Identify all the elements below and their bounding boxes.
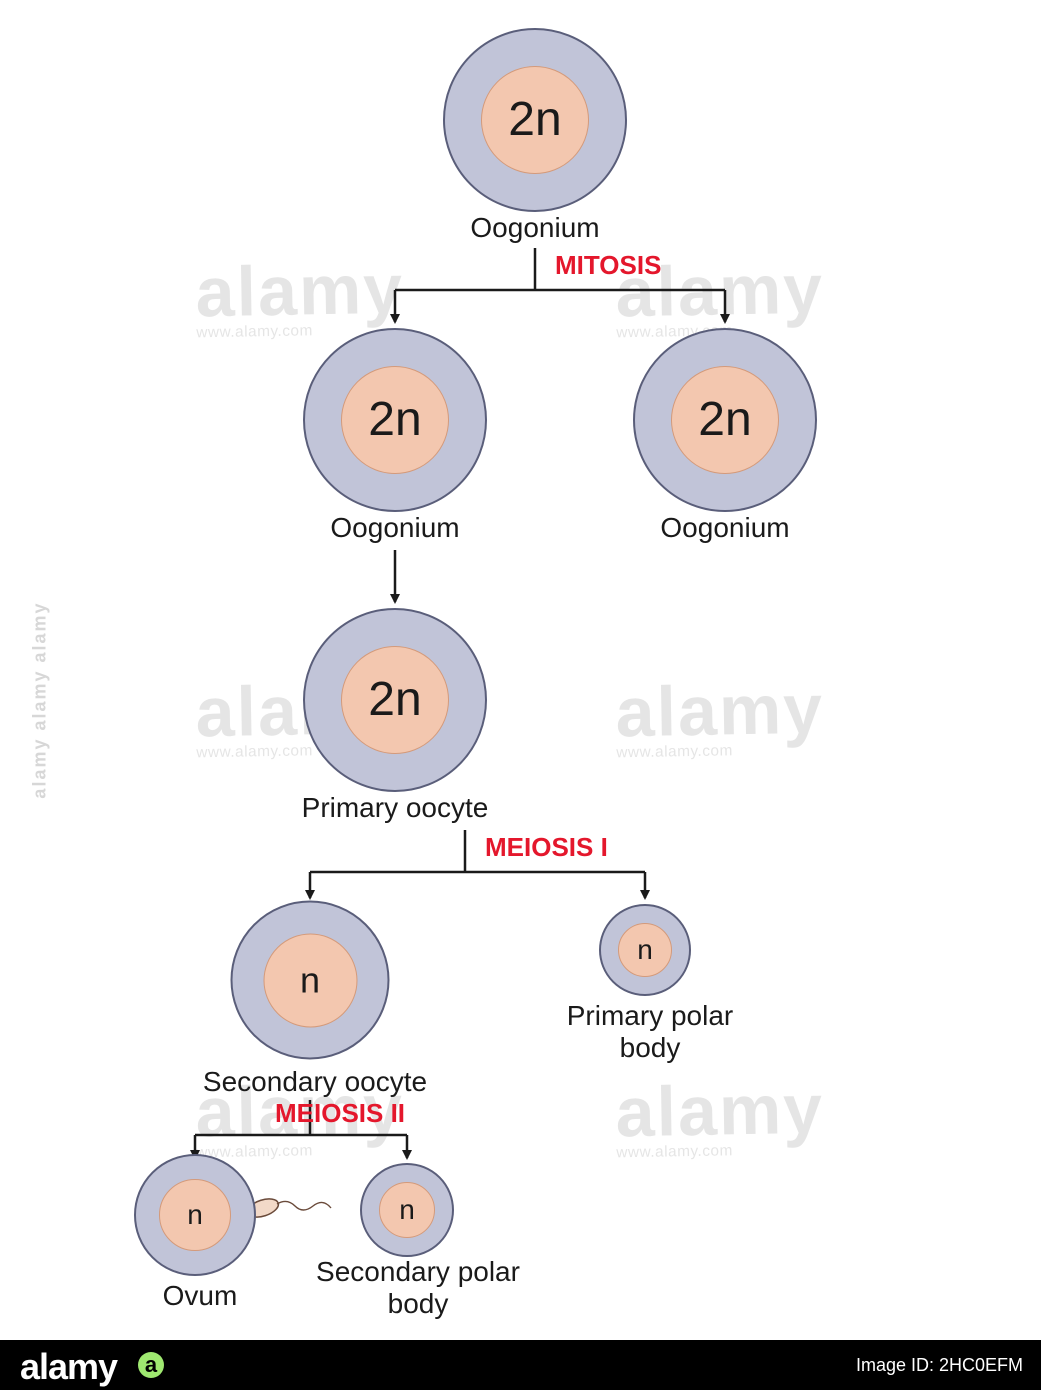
process-meiosis1: MEIOSIS I [485, 832, 608, 863]
ploidy-label: 2n [368, 676, 421, 724]
label-ovum: Ovum [163, 1280, 238, 1312]
ploidy-label: 2n [508, 96, 561, 144]
alamy-logo-text: alamy [20, 1346, 117, 1387]
watermark-stamp: alamywww.alamy.com [615, 678, 825, 763]
process-mitosis: MITOSIS [555, 250, 661, 281]
label-oogonium_right: Oogonium [660, 512, 789, 544]
image-id-text: Image ID: 2HC0EFM [856, 1355, 1023, 1376]
cell-oogonium_top: 2n [443, 28, 627, 212]
watermark-vertical: alamy alamy alamy [30, 601, 51, 798]
cell-inner: n [379, 1182, 435, 1238]
ploidy-label: n [399, 1196, 415, 1224]
cell-inner: 2n [341, 366, 449, 474]
alamy-logo: alamy [20, 1346, 117, 1388]
ploidy-label: n [187, 1201, 203, 1229]
cell-secondary_oocyte: n [231, 901, 390, 1060]
ploidy-label: n [300, 962, 320, 998]
label-oogonium_left: Oogonium [330, 512, 459, 544]
ploidy-label: n [637, 936, 653, 964]
cell-inner: 2n [481, 66, 589, 174]
label-primary_oocyte: Primary oocyte [302, 792, 489, 824]
cell-inner: 2n [671, 366, 779, 474]
cell-oogonium_right: 2n [633, 328, 817, 512]
label-oogonium_top: Oogonium [470, 212, 599, 244]
label-secondary_polar: Secondary polar body [316, 1256, 520, 1320]
cell-inner: n [618, 923, 672, 977]
cell-inner: 2n [341, 646, 449, 754]
cell-ovum: n [134, 1154, 256, 1276]
alamy-logo-a-icon: a [138, 1352, 164, 1378]
cell-primary_oocyte: 2n [303, 608, 487, 792]
process-meiosis2: MEIOSIS II [275, 1098, 405, 1129]
image-id-value: Image ID: 2HC0EFM [856, 1355, 1023, 1375]
label-primary_polar: Primary polar body [567, 1000, 733, 1064]
sperm-tail [277, 1201, 331, 1210]
cell-secondary_polar: n [360, 1163, 454, 1257]
cell-oogonium_left: 2n [303, 328, 487, 512]
ploidy-label: 2n [368, 396, 421, 444]
cell-inner: n [159, 1179, 231, 1251]
label-secondary_oocyte: Secondary oocyte [203, 1066, 427, 1098]
ploidy-label: 2n [698, 396, 751, 444]
cell-inner: n [263, 933, 357, 1027]
watermark-stamp: alamywww.alamy.com [615, 1078, 825, 1163]
cell-primary_polar: n [599, 904, 691, 996]
